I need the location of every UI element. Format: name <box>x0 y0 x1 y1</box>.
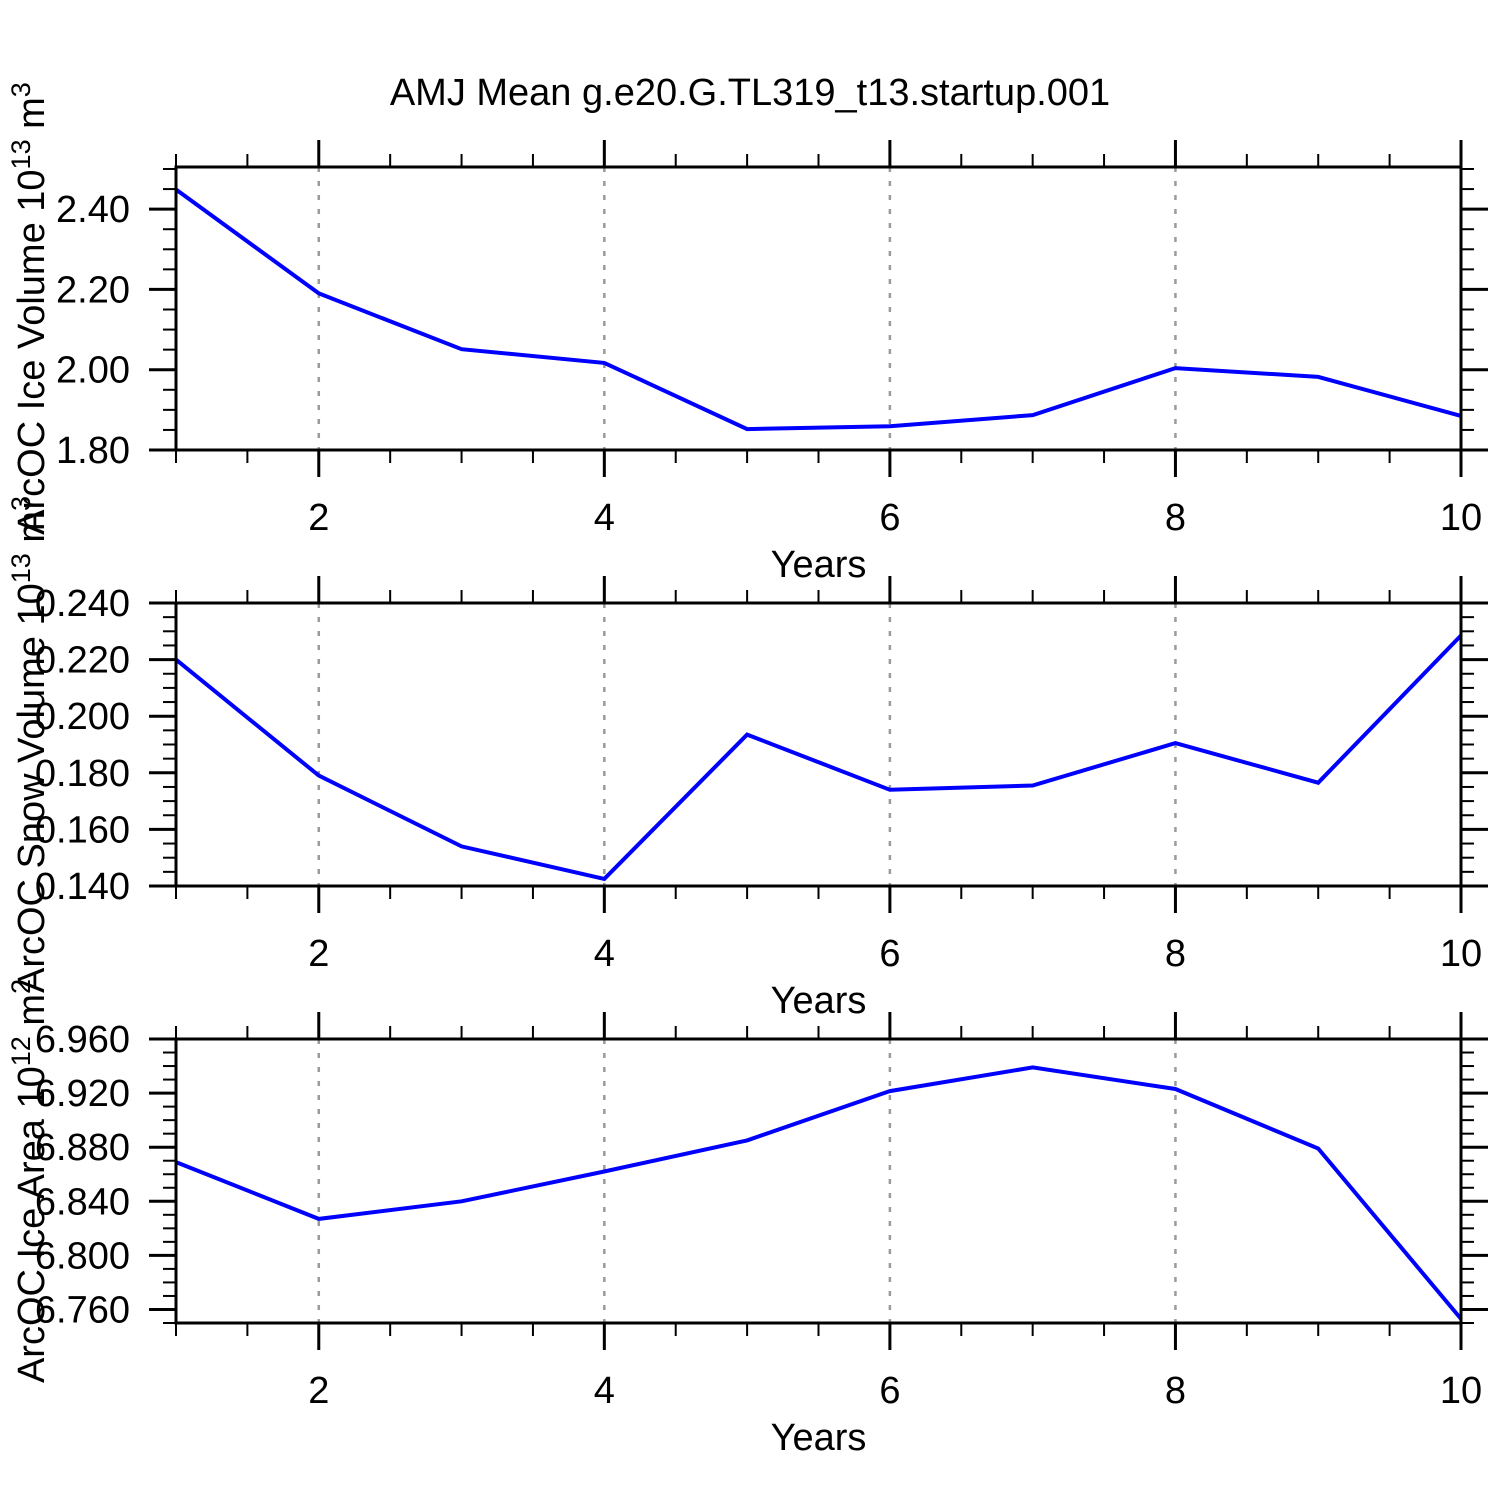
y-tick-label: 6.960 <box>35 1019 130 1061</box>
y-tick-label: 1.80 <box>56 430 130 472</box>
y-tick-label: 2.20 <box>56 269 130 311</box>
chart-panel-1: 2 4 6 8 10 1.80 2.00 2.20 2.40 Years ArcOC Ice Vol… <box>6 82 1488 586</box>
y-axis-title-text: ArcOC Snow Volume 10 <box>11 583 53 993</box>
y-axis-title-text: ArcOC Ice Area 10 <box>11 1066 53 1383</box>
y-tick-label: 0.140 <box>35 866 130 908</box>
y-axis-title: ArcOC Snow Volume 1013 m3 <box>6 496 53 993</box>
x-tick-label: 4 <box>594 933 615 975</box>
y-tick-label: 6.920 <box>35 1073 130 1115</box>
x-tick-label: 2 <box>308 933 329 975</box>
y-axis-title: ArcOC Ice Area 1012 m2 <box>6 979 53 1383</box>
y-axis-title-superscript: 3 <box>6 82 36 97</box>
y-tick-label: 0.180 <box>35 753 130 795</box>
y-axis-title-superscript: 13 <box>6 553 36 583</box>
y-tick-label: 6.880 <box>35 1127 130 1169</box>
y-axis-title-text: m <box>11 994 53 1036</box>
x-tick-label: 8 <box>1165 1370 1186 1412</box>
y-tick-label: 2.40 <box>56 189 130 231</box>
y-tick-label: 6.760 <box>35 1289 130 1331</box>
x-tick-label: 6 <box>879 497 900 539</box>
y-axis-title-superscript: 12 <box>6 1036 36 1066</box>
y-tick-label: 0.160 <box>35 809 130 851</box>
x-tick-label: 2 <box>308 497 329 539</box>
y-tick-label: 0.240 <box>35 583 130 625</box>
chart-title: AMJ Mean g.e20.G.TL319_t13.startup.001 <box>390 72 1110 114</box>
y-axis-title-superscript: 2 <box>6 979 36 994</box>
series-line <box>174 634 1463 882</box>
y-tick-label: 0.200 <box>35 696 130 738</box>
series-line <box>174 187 1462 432</box>
x-tick-label: 8 <box>1165 933 1186 975</box>
x-axis-title: Years <box>771 1417 867 1459</box>
y-tick-label: 2.00 <box>56 350 130 392</box>
x-axis-title: Years <box>771 544 867 586</box>
y-axis-title-text: m <box>11 511 53 553</box>
series-line <box>175 1065 1463 1321</box>
chart-panel-3: 2 4 6 8 10 6.760 6.800 6.840 6.880 6.920 6.960 Year… <box>6 979 1488 1459</box>
x-tick-label: 6 <box>879 1370 900 1412</box>
x-tick-label: 4 <box>594 497 615 539</box>
x-tick-label: 6 <box>879 933 900 975</box>
x-axis-title: Years <box>771 980 867 1022</box>
y-axis-title-text: ArcOC Ice Volume 10 <box>11 169 53 534</box>
y-tick-label: 0.220 <box>35 640 130 682</box>
chart-panel-2: 2 4 6 8 10 0.140 0.160 0.180 0.200 0.220 0.240 Year… <box>6 496 1488 1022</box>
x-tick-label: 4 <box>594 1370 615 1412</box>
x-tick-label: 8 <box>1165 497 1186 539</box>
x-tick-label: 2 <box>308 1370 329 1412</box>
y-tick-label: 6.800 <box>35 1235 130 1277</box>
x-tick-label: 10 <box>1440 1370 1482 1412</box>
y-axis-title-superscript: 13 <box>6 139 36 169</box>
y-axis-title: ArcOC Ice Volume 1013 m3 <box>6 82 53 535</box>
panels-group: 2 4 6 8 10 1.80 2.00 2.20 2.40 Years ArcOC Ice Vol… <box>6 82 1488 1459</box>
y-axis-title-superscript: 3 <box>6 496 36 511</box>
y-tick-label: 6.840 <box>35 1181 130 1223</box>
x-tick-label: 10 <box>1440 933 1482 975</box>
y-axis-title-text: m <box>11 97 53 139</box>
x-tick-label: 10 <box>1440 497 1482 539</box>
